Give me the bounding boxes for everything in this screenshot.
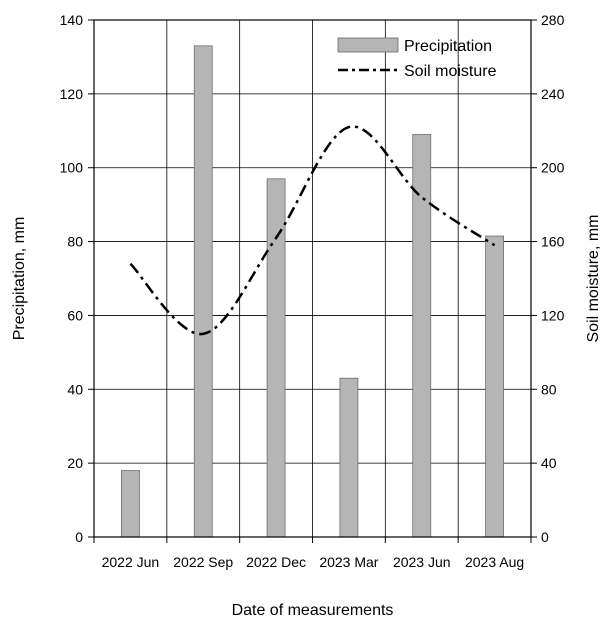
right-y-tick-label: 0 [541,529,549,545]
right-y-tick-label: 120 [541,307,565,323]
left-y-tick-label: 100 [60,160,84,176]
left-y-tick-label: 0 [75,529,83,545]
grid-lines [94,20,531,537]
x-tick-label: 2022 Jun [102,554,160,570]
left-y-tick-label: 60 [67,307,83,323]
legend-label-precipitation: Precipitation [404,38,492,55]
left-y-tick-label: 140 [60,12,84,28]
right-y-tick-label: 280 [541,12,565,28]
left-y-tick-label: 120 [60,86,84,102]
right-y-tick-label: 40 [541,455,557,471]
right-y-tick-label: 240 [541,86,565,102]
x-tick-label: 2022 Sep [173,554,233,570]
right-y-tick-label: 160 [541,234,565,250]
legend-label-soil-moisture: Soil moisture [404,63,497,80]
legend-swatch-precipitation [337,37,399,53]
x-tick-label: 2023 Mar [319,554,378,570]
x-axis-title: Date of measurements [232,602,394,619]
x-tick-label: 2023 Jun [393,554,451,570]
left-y-tick-label: 80 [67,234,83,250]
bar-precipitation-2022-jun [121,470,140,538]
right-y-tick-label: 80 [541,381,557,397]
bar-precipitation-2022-sep [193,45,213,538]
left-y-tick-label: 20 [67,455,83,471]
right-y-tick-label: 200 [541,160,565,176]
bar-precipitation-2023-mar [339,377,359,538]
bar-precipitation-2023-jun [412,134,432,538]
x-tick-label: 2023 Aug [465,554,524,570]
axis-ticks: 0 20 40 60 80 100 120 140 0 40 80 120 160 200 240 280 20… [60,12,565,570]
left-y-tick-label: 40 [67,381,83,397]
left-y-axis-title: Precipitation, mm [11,217,28,341]
x-tick-label: 2022 Dec [246,554,306,570]
bar-precipitation-2023-aug [485,235,504,538]
right-y-axis-title: Soil moisture, mm [585,214,602,342]
legend: Precipitation Soil moisture [337,37,497,80]
bar-precipitation-2022-dec [266,178,286,538]
